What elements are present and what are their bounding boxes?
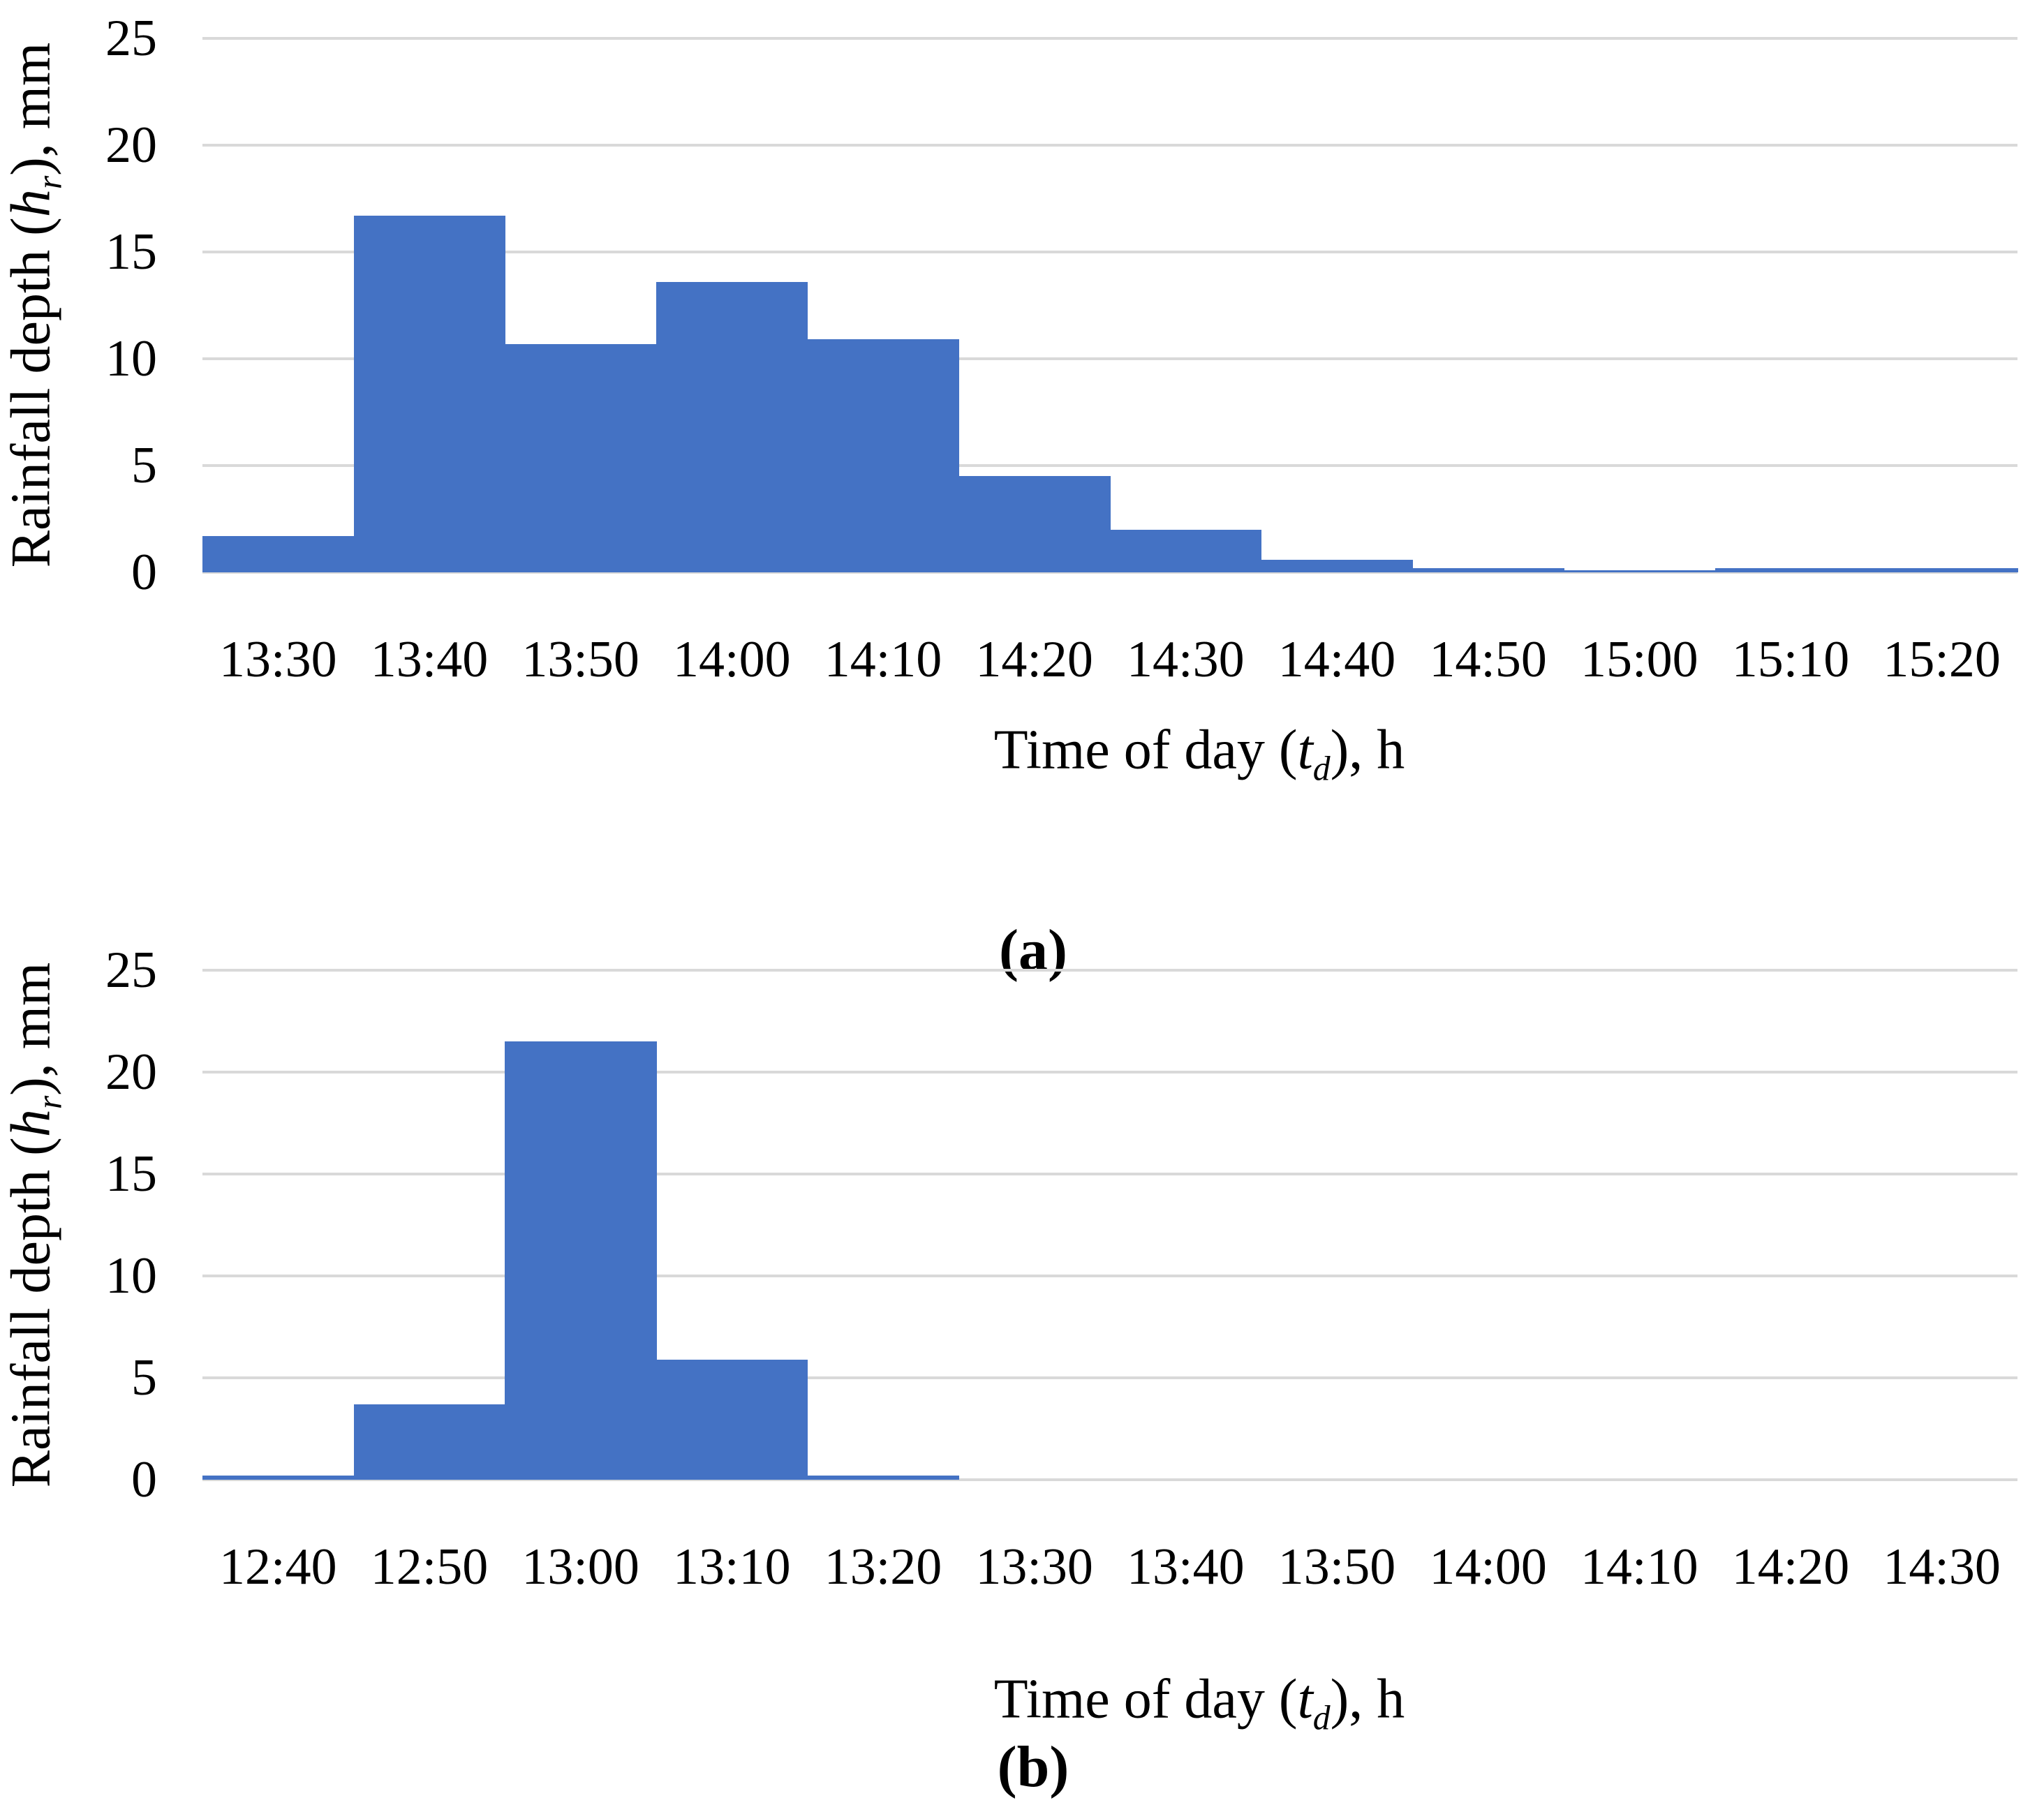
gridline-y10: [202, 357, 2017, 360]
y-tick-label-15: 15: [105, 1145, 157, 1203]
y-axis-variable: h: [0, 1109, 62, 1138]
bar-12:40: [202, 1476, 355, 1480]
y-tick-label-10: 10: [105, 330, 157, 387]
x-tick-label-14:00: 14:00: [1429, 1538, 1547, 1596]
bar-13:00: [505, 1041, 657, 1480]
bar-13:20: [807, 1476, 960, 1480]
x-tick-label-13:20: 13:20: [824, 1538, 942, 1596]
bar-15:10: [1715, 568, 1867, 572]
x-tick-label-13:40: 13:40: [370, 631, 489, 688]
x-tick-label-13:40: 13:40: [1127, 1538, 1245, 1596]
bar-13:50: [505, 344, 657, 572]
x-tick-label-14:10: 14:10: [1580, 1538, 1698, 1596]
x-axis-title-text: Time of day (: [993, 719, 1298, 781]
x-tick-label-14:00: 14:00: [673, 631, 791, 688]
x-tick-label-14:30: 14:30: [1127, 631, 1245, 688]
gridline-y15: [202, 1173, 2017, 1175]
bar-15:00: [1564, 570, 1716, 572]
x-axis-title-a: Time of day (td), h: [994, 722, 1405, 797]
x-axis-tick-labels-b: 12:40 12:50 13:00 13:10 13:20 13:30 13:40 13:50…: [202, 1534, 2017, 1600]
bar-14:20: [958, 476, 1111, 572]
y-axis-title-b: Rainfall depth (hr), mm: [0, 963, 78, 1487]
bar-12:50: [353, 1404, 506, 1480]
x-axis-variable: t: [1297, 1668, 1313, 1730]
x-axis-title-suffix: ), h: [1330, 719, 1405, 781]
x-tick-label-12:40: 12:40: [219, 1538, 337, 1596]
y-tick-label-5: 5: [131, 1349, 157, 1406]
gridline-y10: [202, 1275, 2017, 1277]
y-axis-subscript: r: [30, 175, 69, 190]
bar-14:10: [807, 339, 960, 572]
x-tick-label-14:10: 14:10: [824, 631, 942, 688]
x-tick-label-15:00: 15:00: [1580, 631, 1698, 688]
bar-13:40: [353, 216, 506, 572]
panel-label-b: (b): [997, 1735, 1069, 1799]
gridline-y25: [202, 969, 2017, 972]
x-axis-title-b: Time of day (td), h: [994, 1672, 1405, 1746]
y-tick-label-25: 25: [105, 942, 157, 999]
gridline-y0: [202, 1478, 2017, 1481]
y-tick-label-0: 0: [131, 544, 157, 601]
bar-14:00: [656, 282, 808, 572]
x-axis-tick-labels-a: 13:30 13:40 13:50 14:00 14:10 14:20 14:30 14:40…: [202, 627, 2017, 693]
x-tick-label-14:20: 14:20: [975, 631, 1093, 688]
plot-area-b: 0 5 10 15 20 25: [105, 944, 2017, 1506]
gridline-y15: [202, 251, 2017, 253]
x-axis-title-suffix: ), h: [1330, 1668, 1405, 1730]
gridline-y20: [202, 144, 2017, 147]
bar-14:30: [1110, 530, 1262, 572]
x-tick-label-13:10: 13:10: [673, 1538, 791, 1596]
x-tick-label-13:50: 13:50: [521, 631, 639, 688]
x-axis-variable: t: [1297, 719, 1313, 781]
x-tick-label-13:50: 13:50: [1278, 1538, 1396, 1596]
x-axis-subscript: d: [1312, 749, 1331, 788]
x-tick-label-15:10: 15:10: [1731, 631, 1850, 688]
x-tick-label-12:50: 12:50: [370, 1538, 489, 1596]
gridline-y5: [202, 1376, 2017, 1379]
bar-14:50: [1412, 568, 1564, 572]
y-tick-label-20: 20: [105, 1043, 157, 1101]
x-tick-label-14:50: 14:50: [1429, 631, 1547, 688]
x-tick-label-14:40: 14:40: [1278, 631, 1396, 688]
bar-15:20: [1866, 568, 2018, 572]
y-tick-label-25: 25: [105, 10, 157, 67]
x-axis-subscript: d: [1312, 1698, 1331, 1737]
y-tick-label-5: 5: [131, 437, 157, 494]
gridline-y5: [202, 464, 2017, 467]
y-tick-label-15: 15: [105, 223, 157, 281]
bar-13:10: [656, 1360, 808, 1480]
gridline-y0: [202, 571, 2017, 574]
y-tick-label-10: 10: [105, 1247, 157, 1305]
plot-area-a: 0 5 10 15 20 25: [105, 13, 2018, 598]
gridline-y20: [202, 1071, 2017, 1074]
x-axis-title-text: Time of day (: [993, 1668, 1298, 1730]
gridline-y25: [202, 37, 2017, 40]
y-axis-variable: h: [0, 189, 62, 218]
y-tick-label-20: 20: [105, 117, 157, 174]
bar-13:30: [202, 536, 355, 572]
x-tick-label-13:30: 13:30: [975, 1538, 1093, 1596]
x-tick-label-14:20: 14:20: [1731, 1538, 1850, 1596]
y-tick-label-0: 0: [131, 1451, 157, 1508]
x-tick-label-13:00: 13:00: [521, 1538, 639, 1596]
bar-14:40: [1261, 560, 1414, 572]
x-tick-label-15:20: 15:20: [1883, 631, 2001, 688]
x-tick-label-14:30: 14:30: [1883, 1538, 2001, 1596]
x-tick-label-13:30: 13:30: [219, 631, 337, 688]
